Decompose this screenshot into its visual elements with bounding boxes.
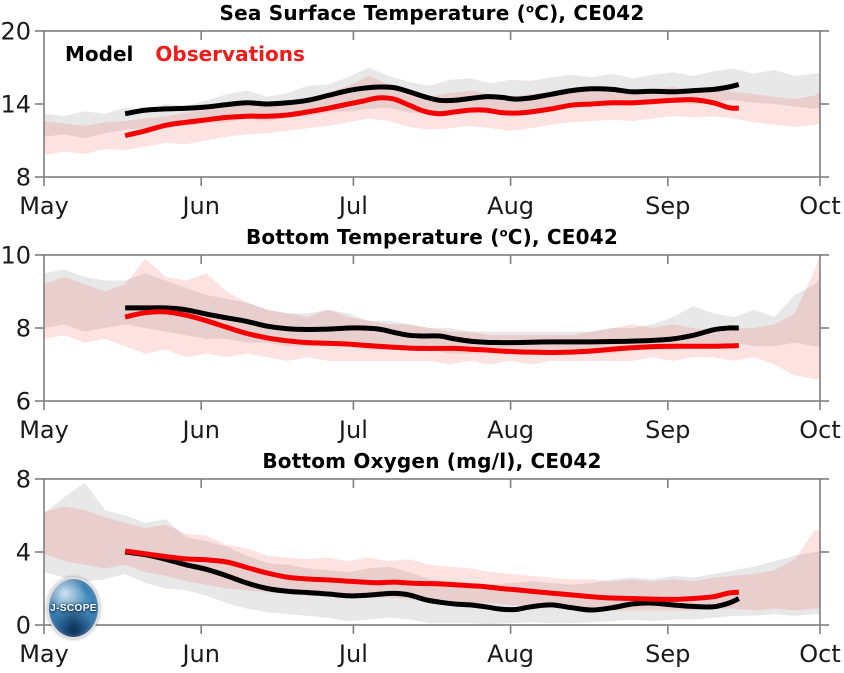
x-tick-label: Jul bbox=[337, 640, 368, 668]
chart-title: Bottom Oxygen (mg/l), CE042 bbox=[262, 449, 602, 473]
x-tick-label: Aug bbox=[487, 192, 534, 220]
y-tick-label: 20 bbox=[0, 18, 31, 46]
x-tick-label: Jun bbox=[180, 192, 220, 220]
observations-line bbox=[124, 95, 739, 139]
y-tick-label: 10 bbox=[0, 242, 31, 270]
x-tick-label: Sep bbox=[645, 640, 690, 668]
legend-model-label: Model bbox=[65, 42, 134, 66]
sea-surface-temperature-plot: May Jun Jul Aug Sep Oct 8 14 20 bbox=[0, 18, 841, 221]
x-tick-label: Jun bbox=[180, 416, 220, 444]
x-tick-label: Oct bbox=[799, 640, 841, 668]
x-tick-label: Aug bbox=[487, 640, 534, 668]
y-tick-label: 8 bbox=[16, 164, 31, 192]
x-tick-label: Sep bbox=[645, 416, 690, 444]
bottom-oxygen-plot: May Jun Jul Aug Sep Oct 0 4 8 bbox=[16, 466, 841, 669]
chart-title: Bottom Temperature (oC), CE042 bbox=[245, 225, 619, 249]
y-tick-label: 6 bbox=[16, 388, 31, 416]
x-tick-label: Jun bbox=[180, 640, 220, 668]
observations-uncertainty-band bbox=[44, 506, 820, 611]
jscope-logo-text: J-SCOPE bbox=[50, 602, 97, 614]
x-tick-label: Oct bbox=[799, 192, 841, 220]
x-tick-label: Sep bbox=[645, 192, 690, 220]
x-tick-label: May bbox=[19, 640, 69, 668]
y-tick-label: 8 bbox=[16, 466, 31, 494]
legend: Model Observations bbox=[65, 42, 305, 66]
model-line bbox=[124, 549, 740, 613]
x-tick-label: Aug bbox=[487, 416, 534, 444]
x-tick-label: Jul bbox=[337, 416, 368, 444]
degree-superscript: o bbox=[526, 1, 535, 16]
y-tick-label: 14 bbox=[0, 91, 31, 119]
observations-uncertainty-band bbox=[44, 76, 820, 156]
model-line bbox=[125, 305, 739, 346]
model-uncertainty-band bbox=[44, 482, 820, 625]
x-tick-label: May bbox=[19, 416, 69, 444]
model-uncertainty-band bbox=[44, 67, 820, 139]
chart-title: Sea Surface Temperature (oC), CE042 bbox=[219, 1, 645, 25]
chart-block-sea-surface-temperature: Sea Surface Temperature (oC), CE042 Mode… bbox=[0, 0, 844, 224]
legend-observations-label: Observations bbox=[155, 42, 305, 66]
model-line bbox=[124, 82, 740, 117]
observations-line bbox=[124, 309, 739, 355]
x-tick-label: May bbox=[19, 192, 69, 220]
chart-block-bottom-temperature: Bottom Temperature (oC), CE042 May Jun Jul… bbox=[0, 224, 844, 448]
bottom-temperature-plot: May Jun Jul Aug Sep Oct 6 8 10 bbox=[0, 242, 841, 445]
observations-line bbox=[124, 548, 739, 602]
x-tick-label: Jul bbox=[337, 192, 368, 220]
jscope-logo: J-SCOPE bbox=[47, 577, 100, 639]
y-tick-label: 0 bbox=[16, 612, 31, 640]
degree-superscript: o bbox=[499, 225, 508, 240]
y-tick-label: 4 bbox=[16, 539, 31, 567]
x-tick-label: Oct bbox=[799, 416, 841, 444]
y-tick-label: 8 bbox=[16, 315, 31, 343]
chart-block-bottom-oxygen: Bottom Oxygen (mg/l), CE042 May Jun Jul Aug… bbox=[0, 448, 844, 673]
